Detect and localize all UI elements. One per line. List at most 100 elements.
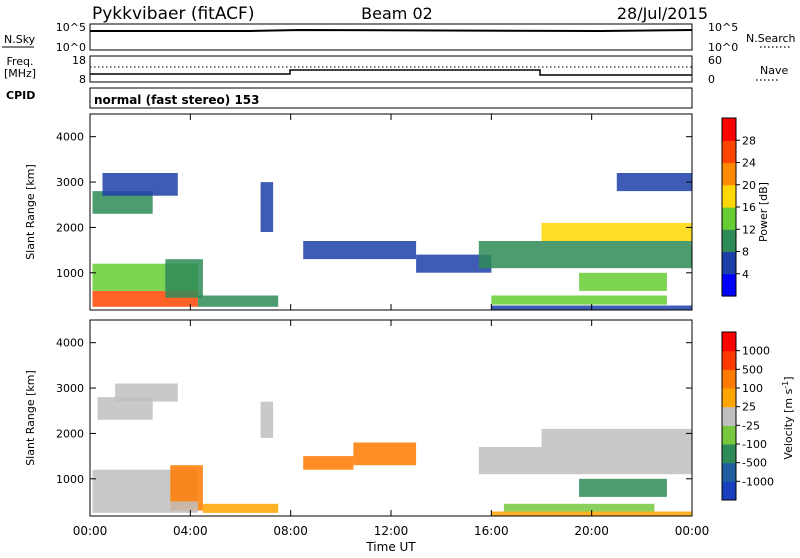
cpid-label: CPID	[6, 89, 35, 102]
colorbar-swatch	[722, 229, 736, 253]
colorbar-swatch	[722, 369, 736, 389]
power-patch-10	[541, 222, 692, 241]
colorbar-swatch	[722, 118, 736, 141]
freq-line	[90, 69, 692, 76]
noise-left-tick-top: 10^5	[56, 21, 86, 34]
noise-right-tick-top: 10^5	[708, 21, 738, 34]
colorbar-tick-label: 100	[742, 382, 763, 395]
colorbar-frame	[721, 331, 737, 501]
x-tick-label: 00:00	[73, 524, 108, 538]
y-tick-label: 3000	[56, 382, 84, 395]
y-tick-label: 4000	[56, 131, 84, 144]
freq-panel: Freq. [MHz] 18 8 60 0 Nave	[4, 54, 789, 86]
x-axis-label: Time UT	[365, 540, 416, 554]
power-patch-12	[491, 295, 667, 305]
velocity-patch-6	[260, 401, 274, 438]
power-panel: 4000 3000 2000 1000 Slant Range [km] 28 24 20…	[24, 113, 770, 311]
colorbar-swatch	[722, 332, 736, 352]
y-tick-label: 1000	[56, 267, 84, 280]
colorbar-tick-label: 25	[742, 401, 756, 414]
power-colorbar-label: Power [dB]	[757, 182, 770, 242]
y-tick-label: 1000	[56, 473, 84, 486]
velocity-patch-4	[115, 383, 178, 402]
freq-right-tick-bottom: 0	[708, 73, 715, 86]
velocity-colorbar-label: Velocity [m s-1]	[781, 376, 795, 459]
radar-title: Pykkvibaer (fitACF)	[92, 4, 254, 24]
velocity-ylabel: Slant Range [km]	[24, 370, 37, 466]
colorbar-tick-label: 500	[742, 363, 763, 376]
colorbar-tick-label: 4	[742, 268, 749, 281]
velocity-patch-9	[478, 447, 692, 475]
colorbar-swatch	[722, 184, 736, 208]
freq-label-line1: Freq.	[6, 55, 33, 68]
y-tick-label: 3000	[56, 176, 84, 189]
freq-left-tick-top: 18	[72, 54, 86, 67]
colorbar-tick-label: 8	[742, 246, 749, 259]
colorbar-swatch	[722, 425, 736, 445]
power-patch-11	[579, 272, 667, 291]
velocity-yticks: 4000 3000 2000 1000	[56, 337, 692, 486]
date-label: 28/Jul/2015	[617, 4, 708, 23]
colorbar-tick-label: 24	[742, 157, 756, 170]
colorbar-tick-label: 20	[742, 179, 756, 192]
velocity-patch-10	[541, 428, 692, 447]
noise-sky-line	[90, 28, 693, 33]
power-cells	[92, 173, 693, 310]
colorbar-swatch	[722, 251, 736, 275]
velocity-colorbar-label-main: Velocity [m s	[782, 388, 795, 459]
colorbar-swatch	[722, 273, 736, 297]
x-tick-label: 00:00	[675, 524, 710, 538]
colorbar-swatch	[722, 207, 736, 230]
colorbar-tick-label: 12	[742, 223, 756, 236]
y-tick-label: 4000	[56, 337, 84, 350]
freq-left-tick-bottom: 8	[79, 73, 86, 86]
power-patch-4	[102, 173, 178, 196]
power-patch-6	[260, 182, 274, 232]
colorbar-swatch	[722, 481, 736, 501]
power-patch-3	[92, 191, 153, 214]
freq-frame	[89, 55, 693, 83]
colorbar-swatch	[722, 388, 736, 408]
velocity-panel: 4000 3000 2000 1000 Slant Range [km] 1000 50…	[24, 319, 795, 517]
colorbar-tick-label: -25	[742, 419, 760, 432]
power-yticks: 4000 3000 2000 1000	[56, 131, 692, 280]
noise-frame	[89, 23, 693, 51]
power-patch-7	[303, 241, 417, 260]
noise-right-label: N.Search	[746, 32, 796, 45]
velocity-patch-5	[202, 503, 279, 513]
x-tick-label: 08:00	[273, 524, 308, 538]
power-patch-2	[165, 259, 203, 298]
colorbar-swatch	[722, 462, 736, 482]
freq-label-line2: [MHz]	[4, 67, 36, 80]
power-ylabel: Slant Range [km]	[24, 164, 37, 260]
y-tick-label: 2000	[56, 221, 84, 234]
power-patch-13	[616, 173, 693, 192]
colorbar-tick-label: -1000	[742, 475, 774, 488]
x-tick-label: 16:00	[474, 524, 509, 538]
velocity-patch-8	[303, 456, 354, 470]
x-tick-label: 04:00	[173, 524, 208, 538]
velocity-patch-13	[579, 478, 667, 497]
power-patch-5	[197, 295, 279, 307]
velocity-colorbar-label-sup: -1	[781, 381, 790, 389]
noise-left-tick-bottom: 10^0	[56, 41, 86, 54]
nave-label: Nave	[760, 64, 788, 77]
colorbar-swatch	[722, 444, 736, 464]
x-tick-label: 20:00	[574, 524, 609, 538]
velocity-colorbar: 1000 500 100 25 -25 -100 -500 -1000	[721, 331, 774, 501]
power-patch-9	[478, 241, 692, 269]
colorbar-swatch	[722, 406, 736, 426]
x-tick-label: 12:00	[374, 524, 409, 538]
power-colorbar: 28 24 20 16 12 8 4	[721, 117, 756, 297]
velocity-patch-2	[92, 501, 198, 513]
velocity-cells	[92, 383, 692, 516]
colorbar-tick-label: -500	[742, 457, 767, 470]
y-tick-label: 2000	[56, 427, 84, 440]
beam-label: Beam 02	[361, 4, 433, 23]
cpid-frame	[89, 87, 693, 109]
noise-right-tick-bottom: 10^0	[708, 41, 738, 54]
velocity-patch-3	[97, 397, 153, 420]
colorbar-swatch	[722, 350, 736, 370]
noise-panel: N.Sky 10^5 10^0 10^5 10^0 N.Search	[2, 21, 796, 54]
